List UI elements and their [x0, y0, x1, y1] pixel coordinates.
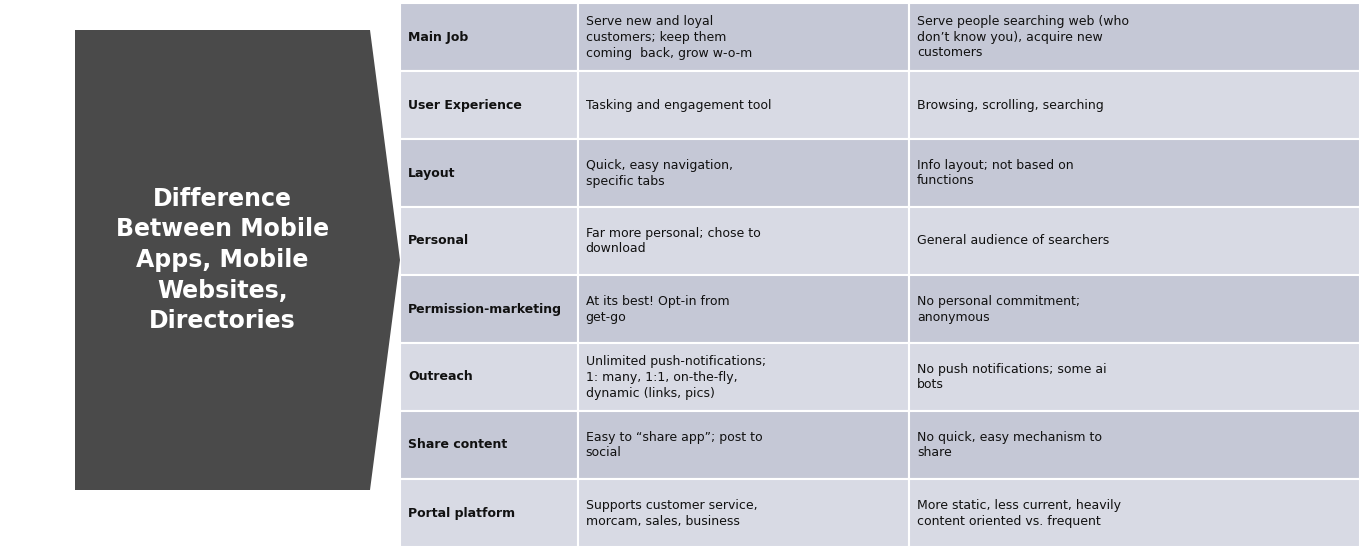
Bar — [908, 411, 1360, 479]
Text: Share content: Share content — [408, 438, 507, 452]
Bar — [400, 411, 578, 479]
Bar — [400, 479, 578, 547]
Text: Serve people searching web (who
don’t know you), acquire new
customers: Serve people searching web (who don’t kn… — [917, 14, 1129, 59]
Bar — [908, 479, 1360, 547]
Text: Far more personal; chose to
download: Far more personal; chose to download — [585, 227, 760, 256]
Bar — [400, 71, 578, 139]
Bar — [400, 275, 578, 343]
Bar — [908, 275, 1360, 343]
Text: User Experience: User Experience — [408, 98, 522, 112]
Text: Serve new and loyal
customers; keep them
coming  back, grow w-o-m: Serve new and loyal customers; keep them… — [585, 14, 752, 59]
Text: Permission-marketing: Permission-marketing — [408, 302, 562, 316]
Polygon shape — [75, 30, 400, 490]
Text: Info layout; not based on
functions: Info layout; not based on functions — [917, 158, 1074, 188]
Text: Outreach: Outreach — [408, 371, 473, 383]
Text: No personal commitment;
anonymous: No personal commitment; anonymous — [917, 294, 1080, 323]
Text: Main Job: Main Job — [408, 30, 469, 43]
Bar — [400, 343, 578, 411]
Bar — [908, 139, 1360, 207]
Bar — [578, 275, 908, 343]
Text: Browsing, scrolling, searching: Browsing, scrolling, searching — [917, 98, 1104, 112]
Text: Layout: Layout — [408, 167, 455, 179]
Text: Supports customer service,
morcam, sales, business: Supports customer service, morcam, sales… — [585, 498, 758, 527]
Bar — [578, 3, 908, 71]
Bar — [578, 207, 908, 275]
Bar — [578, 139, 908, 207]
Bar — [400, 139, 578, 207]
Text: Personal: Personal — [408, 234, 469, 248]
Bar — [578, 479, 908, 547]
Text: At its best! Opt-in from
get-go: At its best! Opt-in from get-go — [585, 294, 729, 323]
Bar — [400, 207, 578, 275]
Bar — [578, 343, 908, 411]
Text: Portal platform: Portal platform — [408, 507, 515, 520]
Text: Unlimited push-notifications;
1: many, 1:1, on-the-fly,
dynamic (links, pics): Unlimited push-notifications; 1: many, 1… — [585, 355, 766, 399]
Text: More static, less current, heavily
content oriented vs. frequent: More static, less current, heavily conte… — [917, 498, 1121, 527]
Bar — [908, 71, 1360, 139]
Bar — [400, 3, 578, 71]
Bar — [908, 3, 1360, 71]
Bar — [578, 411, 908, 479]
Text: No quick, easy mechanism to
share: No quick, easy mechanism to share — [917, 431, 1101, 459]
Text: Tasking and engagement tool: Tasking and engagement tool — [585, 98, 771, 112]
Text: Easy to “share app”; post to
social: Easy to “share app”; post to social — [585, 431, 762, 459]
Text: No push notifications; some ai
bots: No push notifications; some ai bots — [917, 362, 1107, 392]
Bar — [908, 343, 1360, 411]
Bar — [578, 71, 908, 139]
Bar — [908, 207, 1360, 275]
Text: Difference
Between Mobile
Apps, Mobile
Websites,
Directories: Difference Between Mobile Apps, Mobile W… — [116, 186, 329, 333]
Text: General audience of searchers: General audience of searchers — [917, 234, 1110, 248]
Text: Quick, easy navigation,
specific tabs: Quick, easy navigation, specific tabs — [585, 158, 733, 188]
